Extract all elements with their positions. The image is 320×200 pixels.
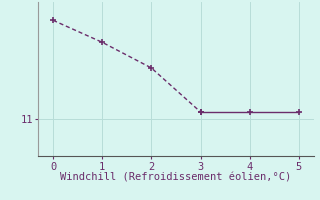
X-axis label: Windchill (Refroidissement éolien,°C): Windchill (Refroidissement éolien,°C) — [60, 173, 292, 183]
